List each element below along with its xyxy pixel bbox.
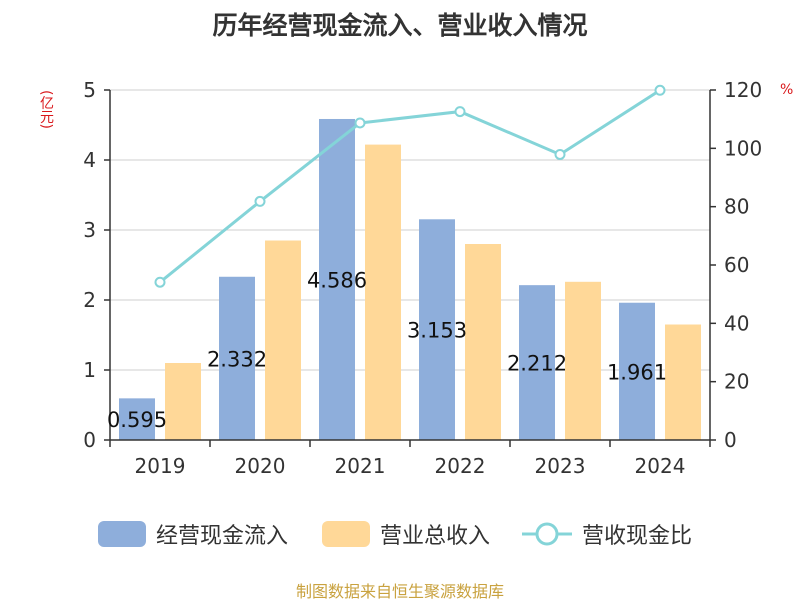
bar-cash-inflow (519, 285, 555, 440)
right-tick-label: 100 (724, 136, 762, 160)
bar-cash-inflow (619, 302, 655, 440)
source-note: 制图数据来自恒生聚源数据库 (295, 582, 504, 601)
right-tick-label: 80 (724, 195, 749, 219)
line-cash-ratio (159, 89, 661, 284)
chart-title: 历年经营现金流入、营业收入情况 (212, 11, 588, 40)
legend-line-marker-icon (522, 522, 572, 546)
point-cash-ratio (254, 195, 266, 207)
bar-cash-inflow (119, 398, 155, 440)
left-tick-label: 5 (83, 78, 96, 102)
right-tick-label: 60 (724, 253, 749, 277)
legend-swatch-revenue (322, 521, 370, 547)
x-tick-label: 2019 (135, 454, 186, 478)
bar-cash-inflow (319, 118, 355, 440)
x-tick-label: 2021 (335, 454, 386, 478)
line-series (154, 84, 666, 288)
axes: 0 1 2 3 4 5 0 20 40 60 80 100 120 2019 2020 2021 2022 202… (83, 78, 762, 478)
right-tick-label: 120 (724, 78, 762, 102)
x-tick-label: 2020 (235, 454, 286, 478)
bar-cash-inflow (419, 219, 455, 440)
left-tick-label: 4 (83, 148, 96, 172)
data-label-cash-inflow: 4.586 (307, 268, 367, 292)
bar-cash-inflow (219, 276, 255, 440)
right-tick-label: 0 (724, 428, 737, 452)
left-tick-label: 0 (83, 428, 96, 452)
bar-revenue (265, 240, 301, 440)
left-tick-label: 1 (83, 358, 96, 382)
legend-swatch-cash-inflow (98, 521, 146, 547)
bar-revenue (465, 244, 501, 440)
bar-revenue (165, 363, 201, 440)
bar-revenue (365, 144, 401, 440)
x-tick-label: 2023 (535, 454, 586, 478)
point-cash-ratio (154, 276, 166, 288)
legend-label-cash-inflow: 经营现金流入 (156, 524, 289, 549)
legend-item-cash-inflow[interactable]: 经营现金流入 (98, 516, 288, 552)
data-label-cash-inflow: 1.961 (607, 360, 667, 384)
x-tick-label: 2024 (635, 454, 686, 478)
left-tick-label: 3 (83, 218, 96, 242)
bar-revenue (665, 324, 701, 440)
data-label-cash-inflow: 2.212 (507, 352, 567, 376)
bar-series (119, 118, 701, 440)
data-label-cash-inflow: 0.595 (107, 408, 167, 432)
point-cash-ratio (354, 117, 366, 129)
data-labels: 0.595 2.332 4.586 3.153 2.212 1.961 (107, 268, 667, 432)
left-tick-label: 2 (83, 288, 96, 312)
right-axis-unit: % (780, 82, 794, 98)
legend-label-cash-ratio: 营收现金比 (582, 524, 693, 549)
point-cash-ratio (454, 106, 466, 118)
data-label-cash-inflow: 2.332 (207, 347, 267, 371)
legend-label-revenue: 营业总收入 (380, 524, 491, 549)
data-label-cash-inflow: 3.153 (407, 319, 467, 343)
point-cash-ratio (554, 148, 566, 160)
point-cash-ratio (654, 84, 666, 96)
bar-revenue (565, 281, 601, 440)
left-axis-unit: (亿元) (38, 90, 54, 129)
legend: 经营现金流入 营业总收入 营收现金比 (0, 516, 800, 552)
legend-item-revenue[interactable]: 营业总收入 (322, 516, 490, 552)
x-tick-label: 2022 (435, 454, 486, 478)
right-tick-label: 40 (724, 311, 749, 335)
right-tick-label: 20 (724, 370, 749, 394)
legend-item-cash-ratio[interactable]: 营收现金比 (522, 516, 692, 552)
grid-lines (110, 89, 710, 371)
